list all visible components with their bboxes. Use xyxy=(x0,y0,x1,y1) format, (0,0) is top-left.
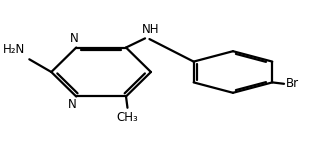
Text: NH: NH xyxy=(142,22,160,36)
Text: Br: Br xyxy=(285,77,299,90)
Text: CH₃: CH₃ xyxy=(117,111,138,124)
Text: N: N xyxy=(71,32,79,45)
Text: N: N xyxy=(67,98,76,111)
Text: H₂N: H₂N xyxy=(3,43,25,56)
